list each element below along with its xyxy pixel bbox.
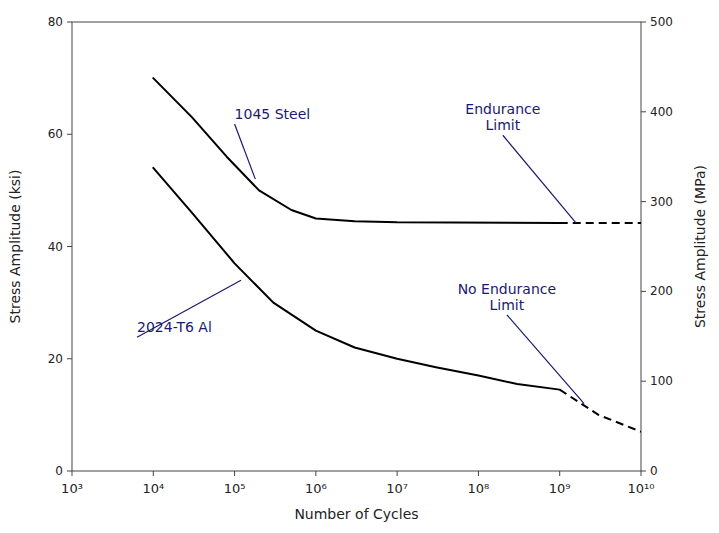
series-line: [153, 168, 559, 390]
series-group: [153, 78, 641, 432]
annotation: 1045 Steel: [235, 106, 311, 122]
y2-tick: [641, 22, 646, 23]
x-tick: [234, 471, 235, 476]
annotation-line-text: No Endurance: [458, 281, 557, 297]
y2-tick-label: 400: [650, 105, 673, 119]
x-tick: [559, 471, 560, 476]
plot-frame: [72, 22, 641, 471]
y-tick-label: 0: [55, 464, 63, 478]
x-tick: [153, 471, 154, 476]
y-tick-label: 40: [48, 240, 63, 254]
annotation: 2024-T6 Al: [137, 319, 212, 335]
y2-tick-label: 300: [650, 195, 673, 209]
series-line: [560, 390, 641, 432]
y-tick-label: 80: [48, 15, 63, 29]
chart: 10³ 10⁴ 10⁵ 10⁶ 10⁷ 10⁸ 10⁹ 10¹⁰ 0 20 40 60 80 0 100 20…: [0, 0, 719, 533]
x-tick: [315, 471, 316, 476]
y2-tick: [641, 201, 646, 202]
annotation-line-text: Limit: [485, 117, 520, 133]
y2-axis-label: Stress Amplitude (MPa): [692, 165, 708, 328]
annotation: EnduranceLimit: [465, 101, 540, 133]
y-tick: [67, 358, 72, 359]
y2-tick: [641, 381, 646, 382]
y2-tick-label: 100: [650, 374, 673, 388]
x-tick: [397, 471, 398, 476]
x-tick: [641, 471, 642, 476]
y-tick: [67, 246, 72, 247]
y-tick: [67, 134, 72, 135]
y2-tick-label: 0: [650, 464, 658, 478]
series-line: [560, 222, 641, 224]
y2-tick: [641, 291, 646, 292]
y-tick-label: 60: [48, 127, 63, 141]
x-tick-label: 10⁵: [224, 481, 246, 496]
annotation-line-text: Limit: [490, 297, 525, 313]
y-tick: [67, 22, 72, 23]
x-tick-label: 10⁴: [142, 481, 164, 496]
annotation-line: [235, 124, 256, 179]
y2-tick: [641, 111, 646, 112]
x-tick: [478, 471, 479, 476]
annotation-line: [503, 135, 576, 223]
annotation-line: [507, 315, 584, 404]
x-tick-label: 10⁷: [386, 481, 408, 496]
series-line: [153, 78, 559, 223]
annotation-line-text: 2024-T6 Al: [137, 319, 212, 335]
x-axis-label: Number of Cycles: [294, 506, 418, 522]
annotation-line-text: 1045 Steel: [235, 106, 311, 122]
x-tick-label: 10⁶: [305, 481, 327, 496]
x-tick-label: 10⁹: [549, 481, 571, 496]
y2-tick-label: 200: [650, 284, 673, 298]
annotation: No EnduranceLimit: [458, 281, 557, 313]
y-axis-label: Stress Amplitude (ksi): [7, 170, 23, 324]
x-tick-label: 10⁸: [468, 481, 490, 496]
x-tick-label: 10³: [61, 481, 83, 496]
annotation-line-text: Endurance: [465, 101, 540, 117]
x-tick: [72, 471, 73, 476]
y2-tick: [641, 471, 646, 472]
y2-tick-label: 500: [650, 15, 673, 29]
y-tick-label: 20: [48, 352, 63, 366]
x-tick-label: 10¹⁰: [628, 481, 655, 496]
y-tick: [67, 471, 72, 472]
annotation-line: [137, 280, 241, 337]
